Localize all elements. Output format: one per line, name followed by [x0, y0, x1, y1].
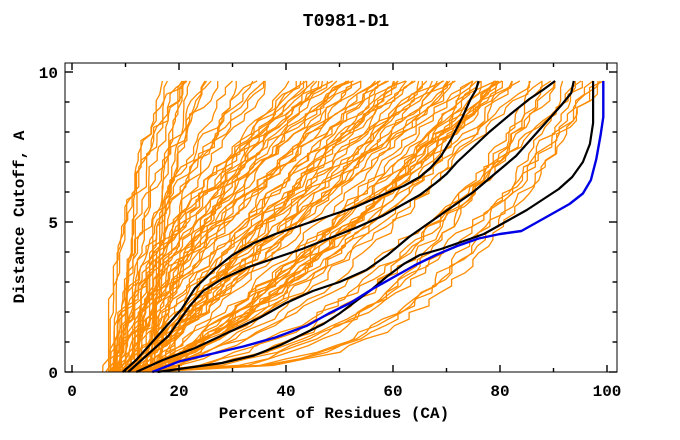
- orange-curve: [153, 80, 582, 373]
- x-tick-label: 20: [169, 383, 188, 401]
- orange-curve: [132, 80, 233, 373]
- x-tick-label: 40: [276, 383, 295, 401]
- orange-curve: [111, 80, 350, 373]
- y-tick-label: 0: [48, 365, 58, 383]
- orange-curve: [105, 80, 187, 373]
- orange-curve: [128, 81, 448, 373]
- orange-curve: [115, 80, 376, 373]
- black-model-1-curve: [122, 80, 480, 373]
- orange-curve: [125, 80, 329, 373]
- best-model-blue-curve: [151, 81, 605, 374]
- orange-curve: [141, 80, 482, 373]
- orange-curve: [115, 80, 266, 373]
- orange-curve: [151, 81, 297, 373]
- black-model-3-curve: [135, 80, 575, 374]
- orange-curve: [156, 80, 406, 373]
- orange-curve: [127, 80, 290, 373]
- orange-curve: [115, 80, 521, 373]
- orange-curve: [125, 80, 513, 373]
- orange-curve: [137, 81, 577, 373]
- x-tick-label: 100: [593, 383, 622, 401]
- orange-curve: [144, 80, 381, 373]
- y-tick-label: 5: [48, 215, 58, 233]
- orange-curve: [121, 80, 387, 373]
- orange-curve: [163, 80, 451, 373]
- black-model-2-curve: [127, 80, 556, 373]
- orange-curve: [149, 80, 318, 372]
- orange-curve: [153, 80, 543, 373]
- orange-curve: [112, 80, 266, 372]
- orange-curve: [137, 81, 543, 373]
- orange-curve: [113, 80, 362, 373]
- orange-curve: [116, 81, 305, 373]
- x-tick-label: 60: [383, 383, 402, 401]
- orange-curve: [116, 81, 353, 373]
- orange-curve: [145, 80, 420, 373]
- x-tick-label: 0: [67, 383, 77, 401]
- orange-curve: [108, 80, 168, 373]
- orange-curve: [137, 80, 564, 373]
- orange-curve: [153, 81, 530, 373]
- orange-curve: [149, 80, 183, 373]
- orange-curve: [142, 80, 208, 373]
- orange-curve: [113, 81, 219, 373]
- plot-frame: [64, 62, 618, 373]
- orange-curve: [146, 81, 237, 372]
- orange-curve: [102, 81, 184, 373]
- orange-curve: [130, 80, 474, 373]
- black-model-4-curve: [157, 81, 595, 374]
- y-tick-label: 10: [39, 65, 58, 83]
- orange-curve: [113, 80, 212, 372]
- x-axis-label: Percent of Residues (CA): [218, 405, 450, 423]
- orange-curve: [108, 80, 258, 372]
- orange-curve: [140, 81, 497, 373]
- orange-curve: [154, 80, 504, 373]
- orange-curve: [122, 80, 414, 373]
- orange-curve: [135, 80, 416, 373]
- plot-title: T0981-D1: [302, 12, 390, 32]
- orange-curve: [145, 80, 185, 373]
- orange-curve: [151, 80, 499, 373]
- orange-curve: [150, 80, 191, 373]
- orange-curve: [123, 80, 496, 373]
- orange-curve: [147, 80, 599, 373]
- x-tick-label: 80: [490, 383, 509, 401]
